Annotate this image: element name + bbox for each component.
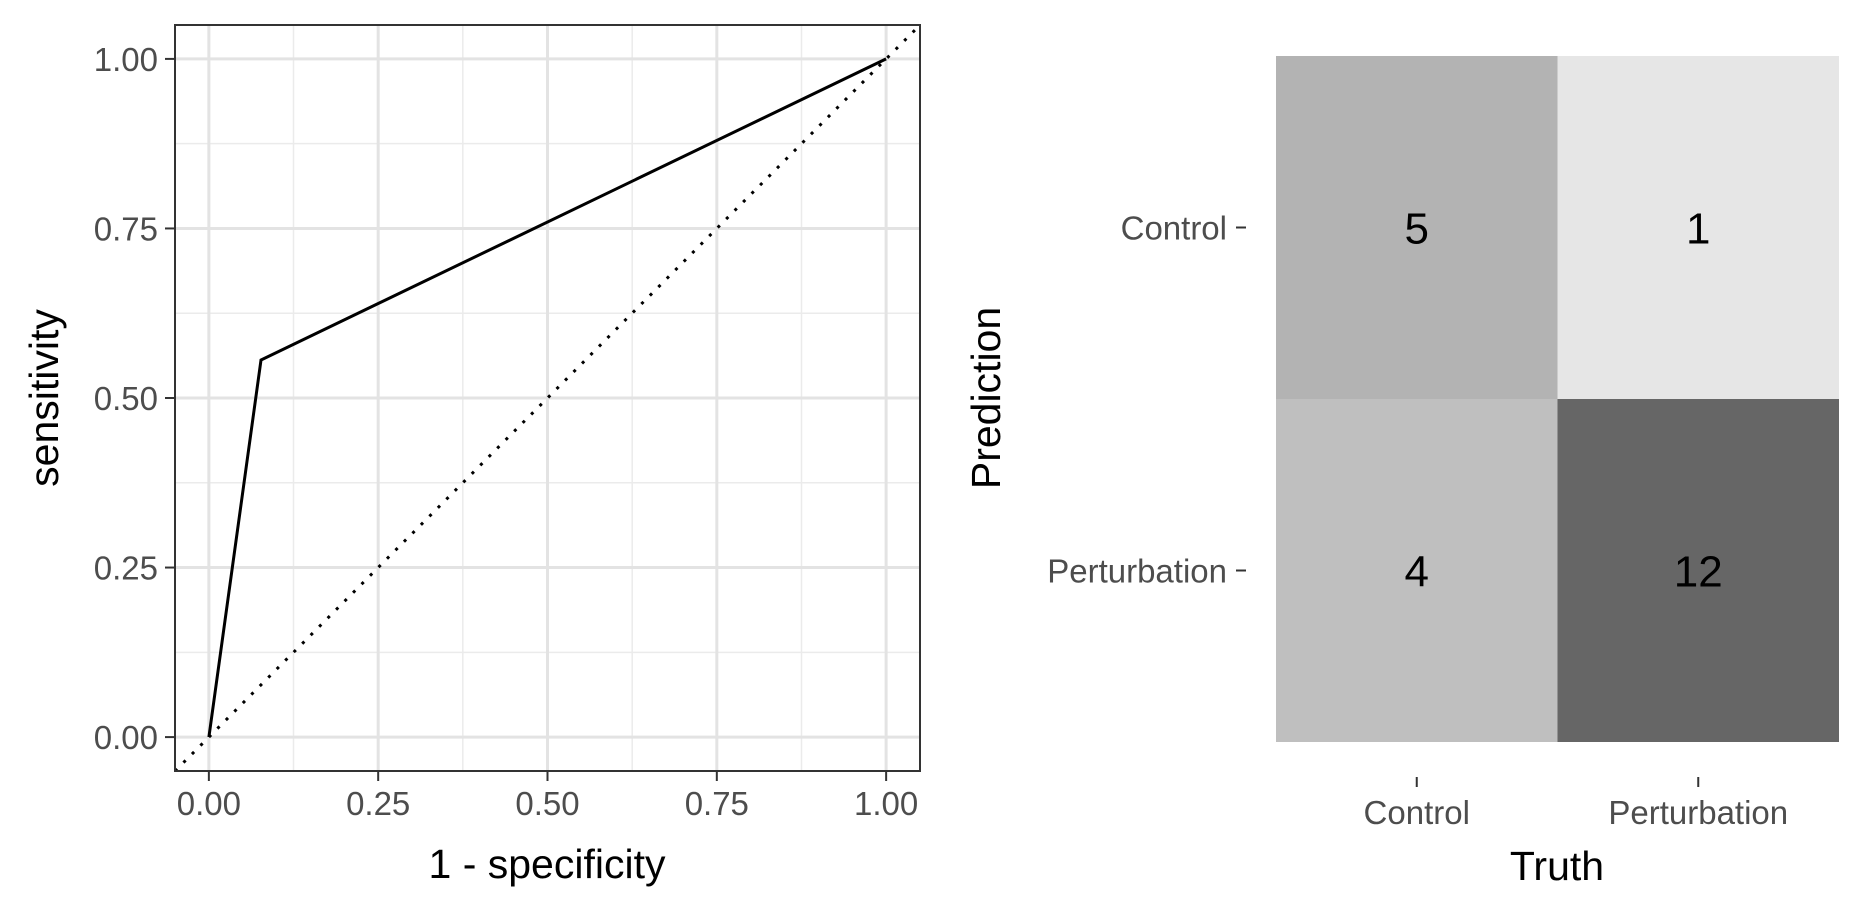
confusion-matrix-count: 1 <box>1686 205 1710 254</box>
roc-ticks: 0.00 0.25 0.50 0.75 1.00 0.00 0.25 0.50 0.75 1.00 <box>94 41 918 822</box>
roc-x-tick-label: 0.25 <box>346 785 410 822</box>
cm-y-axis-title: Prediction <box>963 307 1009 489</box>
confusion-matrix-cell <box>1276 399 1558 742</box>
roc-y-tick-label: 1.00 <box>94 41 158 78</box>
confusion-matrix-count: 4 <box>1405 548 1429 597</box>
roc-y-tick-label: 0.50 <box>94 380 158 417</box>
roc-y-tick-label: 0.75 <box>94 210 158 247</box>
roc-y-tick-label: 0.25 <box>94 550 158 587</box>
roc-x-axis-title: 1 - specificity <box>429 841 666 887</box>
roc-y-axis-title: sensitivity <box>21 309 67 487</box>
cm-x-tick-label: Control <box>1364 794 1470 831</box>
confusion-matrix-count: 12 <box>1674 548 1723 597</box>
confusion-matrix-chart: 5 1 4 12 Control Perturbation Control Perturba… <box>963 56 1839 889</box>
roc-lines <box>173 23 922 773</box>
roc-reference-diagonal <box>173 23 922 773</box>
confusion-matrix-cell <box>1557 399 1839 742</box>
confusion-matrix-cell <box>1276 56 1558 399</box>
confusion-matrix-count: 5 <box>1405 205 1429 254</box>
roc-y-tick-label: 0.00 <box>94 719 158 756</box>
confusion-matrix-cell <box>1557 56 1839 399</box>
roc-x-tick-label: 0.75 <box>685 785 749 822</box>
roc-curve <box>207 57 887 738</box>
roc-x-tick-label: 1.00 <box>854 785 918 822</box>
roc-chart: 0.00 0.25 0.50 0.75 1.00 0.00 0.25 0.50 0.75 1.00… <box>21 23 922 887</box>
confusion-matrix-ticks: Control Perturbation Control Perturbation <box>1047 210 1788 832</box>
cm-x-tick-label: Perturbation <box>1608 794 1788 831</box>
roc-x-tick-label: 0.00 <box>177 785 241 822</box>
roc-grid <box>175 25 920 771</box>
confusion-matrix-cells: 5 1 4 12 <box>1276 56 1839 742</box>
cm-y-tick-label: Control <box>1121 210 1227 247</box>
cm-y-tick-label: Perturbation <box>1047 553 1227 590</box>
cm-x-axis-title: Truth <box>1510 843 1604 889</box>
roc-x-tick-label: 0.50 <box>515 785 579 822</box>
